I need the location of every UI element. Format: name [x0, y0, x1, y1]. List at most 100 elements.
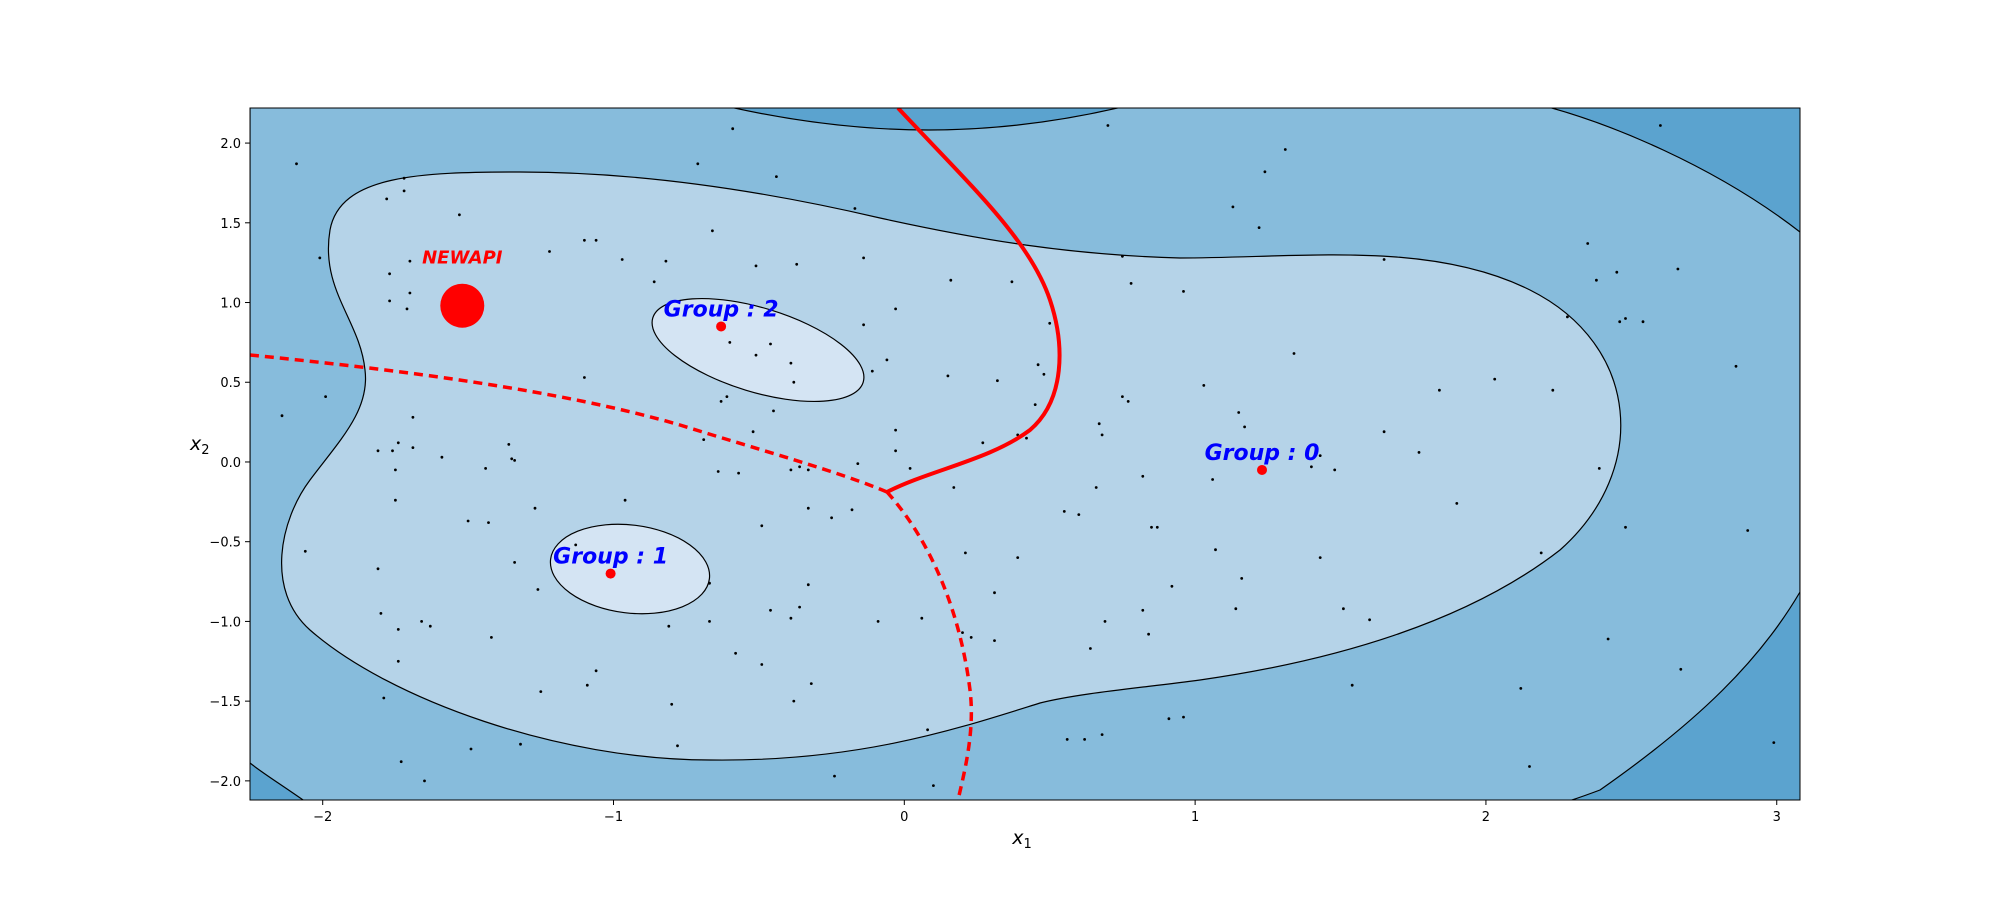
sample-point: [798, 605, 801, 609]
sample-point: [396, 659, 400, 663]
new-point-label: NEWAPI: [422, 248, 503, 269]
sample-point: [719, 400, 723, 403]
sample-point: [1170, 584, 1174, 588]
sample-point: [303, 549, 307, 553]
sample-point: [932, 784, 935, 787]
sample-point: [760, 524, 764, 528]
sample-point: [876, 620, 880, 623]
sample-point: [411, 446, 415, 449]
sample-point: [830, 516, 833, 520]
x-tick-label: 1: [1191, 810, 1199, 825]
sample-point: [280, 414, 284, 418]
sample-point: [1106, 124, 1110, 127]
y-tick-label: −2.0: [209, 775, 241, 790]
sample-point: [754, 264, 758, 268]
sample-point: [379, 612, 383, 615]
sample-point: [1016, 556, 1020, 559]
sample-point: [1382, 430, 1386, 434]
sample-point: [484, 467, 487, 470]
sample-point: [1094, 486, 1098, 489]
sample-point: [1350, 683, 1354, 687]
sample-point: [388, 299, 391, 303]
y-tick-label: 0.5: [220, 376, 241, 391]
sample-point: [533, 506, 537, 510]
sample-point: [394, 468, 397, 472]
x-axis-label-sub: 1: [1023, 837, 1031, 852]
y-tick-label: −1.5: [209, 695, 241, 710]
sample-point: [466, 519, 470, 523]
sample-point: [1595, 278, 1598, 282]
sample-point: [1455, 502, 1459, 505]
sample-point: [1772, 741, 1776, 744]
sample-point: [402, 176, 406, 180]
decision-boundary-top: [886, 108, 1062, 494]
sample-point: [670, 702, 674, 706]
sample-point: [623, 498, 627, 502]
y-axis-label: x2: [189, 433, 210, 458]
sample-point: [507, 443, 511, 446]
y-tick-label: 0.0: [220, 456, 241, 471]
sample-point: [769, 608, 772, 612]
sample-point: [1214, 548, 1217, 552]
sample-point: [396, 628, 400, 631]
sample-point: [1121, 395, 1124, 398]
sample-point: [664, 259, 668, 263]
sample-point: [1417, 451, 1421, 454]
y-tick-label: 1.5: [220, 217, 241, 232]
sample-point: [1310, 465, 1313, 469]
sample-point: [1318, 556, 1322, 559]
sample-point: [1211, 478, 1214, 481]
sample-point: [1126, 400, 1130, 403]
sample-point: [1155, 525, 1159, 529]
sample-point: [394, 498, 397, 502]
sample-point: [885, 358, 889, 362]
sample-point: [1679, 667, 1683, 671]
density-contour-group-2: [651, 297, 865, 403]
sample-point: [696, 162, 700, 166]
sample-point: [789, 361, 793, 365]
sample-point: [1065, 738, 1069, 741]
sample-point: [789, 616, 793, 620]
sample-point: [399, 760, 403, 764]
sample-point: [1734, 364, 1738, 368]
sample-point: [996, 379, 999, 383]
sample-point: [1438, 388, 1441, 392]
sample-point: [908, 467, 912, 470]
x-tick-label: 0: [900, 810, 908, 825]
centroid-label-group-1: Group : 1: [553, 545, 668, 570]
sample-point: [539, 690, 543, 693]
sample-point: [408, 291, 412, 295]
sample-point: [1025, 436, 1028, 440]
sample-point: [583, 238, 586, 242]
sample-point: [548, 250, 551, 253]
sample-point: [1097, 422, 1101, 426]
sample-point: [1141, 474, 1145, 478]
sample-point: [1257, 226, 1261, 230]
sample-point: [716, 470, 720, 473]
sample-point: [487, 521, 490, 524]
sample-point: [391, 449, 394, 453]
sample-point: [519, 742, 522, 746]
sample-point: [402, 189, 406, 193]
sample-point: [1368, 618, 1371, 622]
sample-point: [423, 779, 426, 783]
sample-point: [1231, 205, 1235, 209]
sample-point: [1036, 363, 1040, 367]
sample-point: [1083, 738, 1086, 741]
sample-point: [1121, 254, 1124, 258]
sample-point: [652, 280, 656, 284]
sample-point: [754, 353, 758, 357]
sample-point: [731, 127, 735, 131]
sample-point: [1493, 377, 1497, 381]
sample-point: [382, 696, 386, 700]
sample-point: [1103, 620, 1107, 623]
sample-point: [926, 728, 929, 732]
sample-point: [490, 636, 493, 639]
y-tick-label: 2.0: [220, 137, 241, 152]
sample-point: [385, 197, 389, 201]
sample-point: [946, 374, 950, 378]
sample-point: [772, 409, 775, 413]
y-axis-label-main: x: [189, 433, 202, 455]
sample-point: [510, 457, 514, 461]
